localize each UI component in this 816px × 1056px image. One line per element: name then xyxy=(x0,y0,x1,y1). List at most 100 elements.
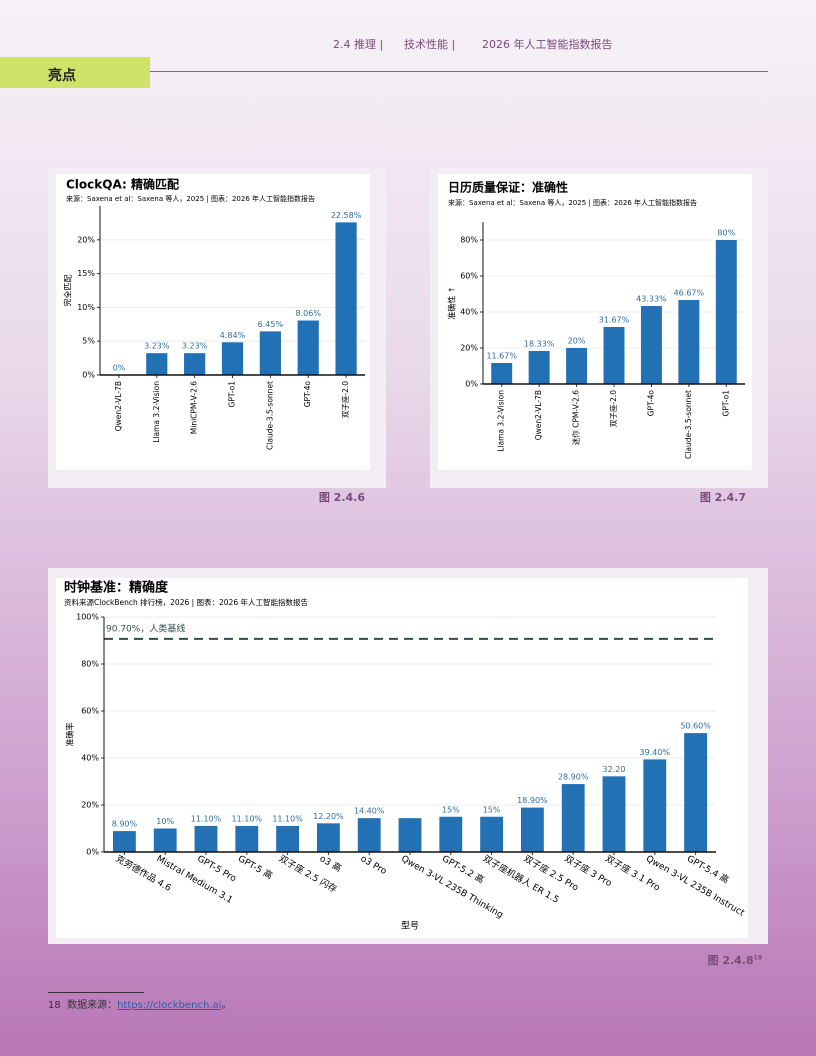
value-label: 11.67% xyxy=(486,351,517,360)
x-axis-label: 型号 xyxy=(401,921,419,932)
plot-bg xyxy=(56,174,370,470)
chart-title: ClockQA: 精确匹配 xyxy=(66,177,179,192)
value-label: 32.20 xyxy=(603,765,626,774)
chart-title: 时钟基准：精确度 xyxy=(64,580,169,596)
header-item: 2.4 推理 | xyxy=(333,38,384,51)
x-tick-label: Claude-3.5-sonnet xyxy=(684,390,693,459)
value-label: 28.90% xyxy=(558,773,589,782)
header-item: 2026 年人工智能指数报告 xyxy=(482,38,613,51)
chart-source: 资料来源ClockBench 排行榜，2026 | 图表：2026 年人工智能指… xyxy=(64,597,309,607)
bar xyxy=(678,299,700,384)
value-label: 15% xyxy=(442,805,460,814)
plot-bg xyxy=(438,174,752,470)
chart: 日历质量保证：准确性 来源：Saxena et al：Saxena 等人，202… xyxy=(438,174,752,470)
value-label: 11.10% xyxy=(232,814,263,823)
bar xyxy=(335,222,357,375)
value-label: 31.67% xyxy=(599,315,630,324)
y-axis-label: 准确率 xyxy=(65,723,75,747)
footnote-end: 。 xyxy=(221,1000,232,1011)
x-tick-label: Llama 3.2-Vision xyxy=(497,390,506,452)
bar xyxy=(643,759,667,852)
bar xyxy=(276,825,300,852)
chart: ClockQA: 精确匹配 来源：Saxena et al：Saxena 等人，… xyxy=(56,174,370,470)
chart-source: 来源：Saxena et al：Saxena 等人，2025 | 图表：2026… xyxy=(448,198,697,207)
footnote-ref: 18 xyxy=(753,954,762,962)
y-tick-label: 0% xyxy=(82,371,95,380)
bar xyxy=(520,807,544,852)
footnote-text: 数据来源： xyxy=(67,1000,118,1011)
bar xyxy=(259,331,281,375)
bar xyxy=(480,816,504,852)
footnote-rule xyxy=(48,992,144,993)
bar xyxy=(316,823,340,852)
bar xyxy=(221,342,244,375)
chart: 时钟基准：精确度 资料来源ClockBench 排行榜，2026 | 图表：20… xyxy=(56,578,748,938)
chart-panel: 日历质量保证：准确性 来源：Saxena et al：Saxena 等人，202… xyxy=(430,168,768,488)
bar xyxy=(297,320,319,375)
footnote-link[interactable]: https://clockbench.ai xyxy=(117,1000,222,1011)
bar xyxy=(184,353,206,375)
bar xyxy=(528,351,550,384)
bar xyxy=(602,776,626,852)
y-tick-label: 20% xyxy=(77,235,95,244)
x-tick-label: Claude-3.5-sonnet xyxy=(265,381,274,450)
value-label: 3.23% xyxy=(144,342,170,351)
value-label: 15% xyxy=(483,805,501,814)
x-tick-label: 迷你 CPM-V-2.6 xyxy=(571,390,581,445)
value-label: 4.84% xyxy=(220,331,246,340)
y-tick-label: 40% xyxy=(460,308,478,317)
x-tick-label: GPT-o1 xyxy=(721,390,730,417)
section-tag: 亮点 xyxy=(0,57,150,88)
y-tick-label: 10% xyxy=(77,303,95,312)
value-label: 12.20% xyxy=(313,812,344,821)
bar xyxy=(566,348,588,384)
y-axis-label: 完全匹配 xyxy=(63,275,73,307)
figure-label: 图 2.4.6 xyxy=(318,491,365,504)
bar xyxy=(603,326,625,384)
y-tick-label: 20% xyxy=(81,801,99,810)
value-label: 18.33% xyxy=(524,340,555,349)
y-tick-label: 40% xyxy=(81,754,99,763)
bar xyxy=(146,353,168,375)
x-tick-label: 双子座-2.0 xyxy=(340,381,350,418)
chart-title: 日历质量保证：准确性 xyxy=(448,180,568,195)
bar xyxy=(357,818,381,852)
bar xyxy=(491,362,513,384)
header-rule xyxy=(150,71,768,72)
figure-label-text: 图 2.4.8 xyxy=(707,954,754,967)
x-tick-label: Llama 3.2-Vision xyxy=(152,381,161,443)
y-tick-label: 60% xyxy=(81,707,99,716)
value-label: 50.60% xyxy=(680,722,711,731)
value-label: 3.23% xyxy=(182,342,208,351)
value-label: 8.90% xyxy=(112,820,138,829)
figure-label: 图 2.4.818 xyxy=(707,952,762,968)
value-label: 18.90% xyxy=(517,796,548,805)
value-label: 8.06% xyxy=(296,309,322,318)
chart-panel: 时钟基准：精确度 资料来源ClockBench 排行榜，2026 | 图表：20… xyxy=(48,568,768,944)
x-tick-label: GPT-4o xyxy=(303,381,312,408)
reference-label: 90.70%，人类基线 xyxy=(106,622,185,634)
bar xyxy=(439,816,463,852)
y-axis-label: 准确性 ↑ xyxy=(447,286,457,319)
value-label: 39.40% xyxy=(640,748,671,757)
bar xyxy=(112,831,136,852)
bar xyxy=(235,825,259,852)
bar xyxy=(398,818,422,852)
y-tick-label: 0% xyxy=(86,848,99,857)
value-label: 22.58% xyxy=(331,211,362,220)
y-tick-label: 5% xyxy=(82,337,95,346)
y-tick-label: 60% xyxy=(460,272,478,281)
x-tick-label: Qwen2-VL-7B xyxy=(534,390,543,440)
footnote: 18 数据来源：https://clockbench.ai。 xyxy=(48,996,231,1011)
bar xyxy=(640,306,662,384)
y-tick-label: 100% xyxy=(76,613,99,622)
footnote-number: 18 xyxy=(48,1000,61,1011)
y-tick-label: 15% xyxy=(77,269,95,278)
chart-source: 来源：Saxena et al：Saxena 等人，2025 | 图表：2026… xyxy=(66,194,315,203)
y-tick-label: 80% xyxy=(460,236,478,245)
bar xyxy=(194,825,218,852)
x-tick-label: GPT-o1 xyxy=(228,381,237,408)
value-label: 80% xyxy=(717,229,735,238)
bar xyxy=(684,733,708,852)
